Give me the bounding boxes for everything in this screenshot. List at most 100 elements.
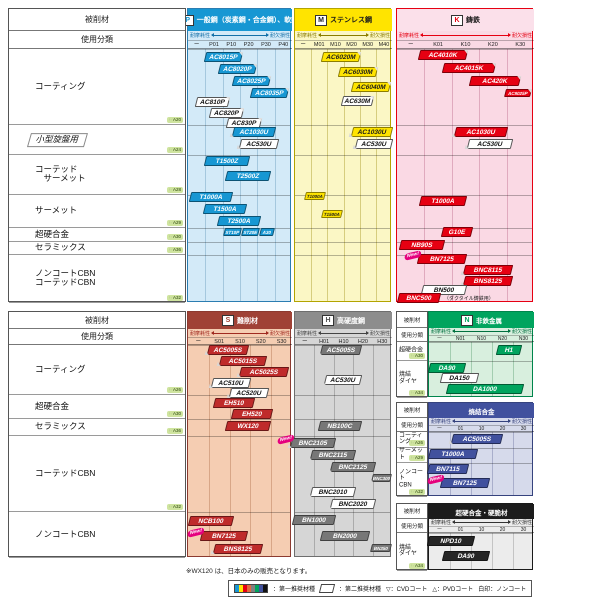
grade-tag: T1000A — [188, 192, 234, 202]
grade-tag: T1500A — [321, 210, 343, 218]
material-row-label: 焼結 ダイヤ — [399, 544, 417, 558]
material-row: セラミックス ☞A36 — [9, 419, 185, 436]
page-ref-badge: ☞A32 — [408, 489, 425, 495]
material-row: コーティング ☞A26 — [9, 345, 185, 395]
column-label: H10 — [338, 339, 349, 345]
double-arrow-icon — [452, 419, 511, 423]
grid-line — [450, 432, 451, 495]
grade-tag: AC630M — [340, 96, 375, 106]
section-header: 超硬合金・硬脆材 — [429, 504, 534, 519]
usage-columns: ー N01 N10 N20 N30 — [429, 335, 534, 342]
grade-tag: DA90 — [427, 363, 467, 373]
grade-tag: AC5005S — [450, 434, 504, 444]
legend-second-label: ：第二推奨材種 — [339, 587, 382, 593]
second-recommend-icon — [318, 584, 336, 593]
row-line — [397, 242, 532, 243]
grade-tag: WX120 — [224, 421, 272, 431]
material-label-column: 被削材 使用分類 コーティング ☞A26 超硬合金 ☞A30 セラミックス ☞A36 コーテッド… — [8, 311, 186, 558]
grade-tag: AC8015P — [203, 52, 244, 62]
swatch-color — [263, 585, 267, 592]
row-line — [429, 533, 532, 534]
column-label: K30 — [515, 42, 526, 48]
row-line — [188, 255, 290, 256]
grid-line — [471, 432, 472, 495]
grade-tag: NB90S — [398, 240, 446, 250]
column-label: H20 — [357, 339, 368, 345]
grade-tag: AC5025S — [238, 367, 290, 377]
usage-class-header: 使用分類 — [397, 418, 427, 432]
grade-tag: AC1030U — [350, 127, 394, 137]
grid-line — [360, 49, 361, 301]
double-arrow-icon — [318, 330, 369, 335]
usage-columns: ー 01 10 20 30 — [429, 526, 534, 533]
fracture-label: 耐欠損性 — [511, 520, 532, 526]
grade-tag: BN350 — [370, 544, 392, 552]
material-row: サーメット ☞A29 — [9, 195, 185, 228]
grade-tag: AC8025P — [231, 76, 272, 86]
wear-fracture-axis: 耐摩耗性 耐欠損性 — [295, 329, 392, 337]
material-code-box: M — [315, 14, 327, 26]
legend: ：第一推奨材種 ：第二推奨材種 ▽：CVDコート △：PVDコート 白印：ノンコ… — [228, 580, 533, 597]
grade-tag: H1 — [495, 345, 523, 355]
grade-tag: AC6030M — [337, 67, 379, 77]
row-line — [188, 242, 290, 243]
work-material-header: 被削材 — [9, 312, 185, 329]
usage-columns: ー P01 P10 P20 P30 P40 — [188, 40, 292, 49]
row-line — [295, 125, 390, 126]
material-row: 超硬合金 ☞A30 — [9, 395, 185, 419]
fracture-label: 耐欠損性 — [511, 33, 532, 39]
grade-tag: AC4015K — [441, 63, 497, 73]
wear-fracture-axis: 耐摩耗性 耐欠損性 — [429, 418, 534, 425]
grade-tag: T2500Z — [224, 171, 272, 181]
grade-tag: BN7115 — [426, 464, 470, 474]
fracture-label: 耐欠損性 — [269, 330, 290, 337]
grid-line — [250, 345, 251, 556]
grade-tag: BN7125 New! — [187, 527, 249, 541]
material-row-label: 超硬合金 — [399, 347, 424, 354]
column-label: N30 — [518, 336, 529, 342]
grid-line — [507, 49, 508, 301]
material-row: 小型旋盤用 ☞A24 — [9, 125, 185, 155]
usage-columns: ー 01 10 20 30 — [429, 425, 534, 432]
column-label: S10 — [235, 339, 245, 345]
grid-line — [492, 342, 493, 396]
material-row: ノンコート CBN ☞A32 — [397, 463, 427, 497]
material-row-label: ノンコートCBN コーテッドCBN — [35, 267, 96, 288]
double-arrow-icon — [211, 330, 269, 335]
grade-tag: AC1030U — [231, 127, 277, 137]
column-label: S30 — [276, 339, 287, 345]
row-line — [429, 432, 532, 433]
column-label: P20 — [243, 42, 254, 48]
grade-tag: AC8020P — [217, 64, 258, 74]
row-line — [295, 512, 390, 513]
grid-line — [513, 432, 514, 495]
grade-tag: T1000A — [418, 196, 468, 206]
material-row-label: サーメット — [35, 205, 78, 216]
row-line — [429, 361, 532, 362]
swatch-color — [259, 585, 263, 592]
section-header: K 鋳鉄 — [397, 9, 534, 31]
grade-tag: BNS8125 — [462, 276, 514, 286]
material-row: セラミックス ☞A36 — [9, 242, 185, 255]
material-row: コーティング ☞A20 — [9, 49, 185, 125]
column-label: K20 — [488, 42, 498, 48]
grade-tag: AC1030U — [453, 127, 509, 137]
swatch-color — [247, 585, 251, 592]
material-row: 焼結 ダイヤ ☞A34 — [397, 361, 427, 398]
column-label: 20 — [499, 426, 506, 432]
grade-tag: AC530U — [354, 139, 394, 149]
material-row: 超硬合金 ☞A30 — [9, 228, 185, 242]
page-ref-badge: ☞A34 — [408, 390, 425, 396]
grade-tag: DA90 — [441, 551, 491, 561]
column-label: 20 — [499, 527, 506, 533]
wear-label: 耐摩耗性 — [399, 33, 420, 39]
grade-tag: T1500A — [202, 204, 248, 214]
work-material-header: 被削材 — [397, 504, 427, 519]
row-line — [397, 125, 532, 126]
section-title: 焼結合金 — [468, 408, 495, 416]
fracture-label: 耐欠損性 — [511, 419, 532, 425]
swatch-color — [239, 585, 243, 592]
column-label: S01 — [214, 339, 225, 345]
page-ref-badge: ☞A26 — [166, 387, 183, 393]
grade-tag: BNC500 — [396, 293, 442, 303]
